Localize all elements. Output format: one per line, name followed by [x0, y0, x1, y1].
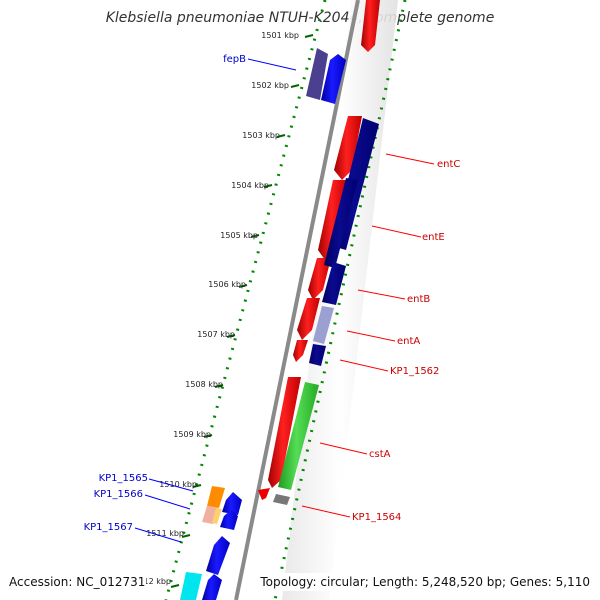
gene-label-KP1_1564: KP1_1564: [352, 512, 401, 523]
kbp-label: 1504 kbp: [231, 181, 269, 190]
gene-entA: [297, 298, 320, 340]
gene-label-entE: entE: [422, 232, 445, 243]
outer-tick-track: [164, 0, 327, 600]
kbp-label: 1512 kbp: [133, 577, 171, 586]
kbp-label: 1503 kbp: [242, 131, 280, 140]
kbp-label: 1506 kbp: [208, 280, 246, 289]
footer-left-bg: [4, 573, 146, 591]
gene-entB: [308, 258, 331, 300]
gene-KP1_1564-block: [273, 494, 290, 505]
gene-label-entA: entA: [397, 336, 420, 347]
gene-red-small: [293, 340, 308, 362]
gene-fepB: [321, 54, 346, 104]
gene-navy-3: [322, 262, 346, 305]
gene-blue-a: [222, 492, 242, 515]
gene-red-arrow-small: [258, 488, 270, 500]
gene-label-KP1_1566: KP1_1566: [94, 489, 143, 500]
gene-entC: [334, 116, 362, 180]
map-title: Klebsiella pneumoniae NTUH-K2044, comple…: [106, 10, 495, 26]
kbp-label: 1501 kbp: [261, 31, 299, 40]
gene-blue-b: [220, 510, 238, 530]
gene-label-KP1_1565: KP1_1565: [99, 473, 148, 484]
kbp-label: 1502 kbp: [251, 81, 289, 90]
gene-label-entB: entB: [407, 294, 430, 305]
kbp-label: 1507 kbp: [197, 330, 235, 339]
gene-navy-4: [309, 344, 326, 366]
inner-tick-track: [273, 0, 407, 600]
gene-yellow-sliver: [212, 508, 222, 524]
kbp-label: 1508 kbp: [185, 380, 223, 389]
gene-label-fepB: fepB: [223, 54, 246, 65]
footer-right-bg: [258, 573, 596, 591]
kbp-label: 1510 kbp: [159, 480, 197, 489]
gene-lightblue: [313, 306, 334, 344]
gene-KP1_1567-block: [180, 572, 202, 600]
kbp-label: 1505 kbp: [220, 231, 258, 240]
gene-blue-d: [202, 574, 222, 600]
gene-top-red: [361, 0, 380, 52]
accession-text: Accession: NC_012731: [9, 575, 145, 589]
gene-label-cstA: cstA: [369, 449, 391, 460]
kbp-ticks: [170, 34, 314, 588]
gene-navy-2: [324, 178, 358, 268]
gene-KP1_1563-red: [268, 377, 301, 488]
gene-label-KP1_1562: KP1_1562: [390, 366, 439, 377]
kbp-label: 1511 kbp: [146, 529, 184, 538]
reverse-leader-lines: [134, 58, 297, 543]
kbp-label: 1509 kbp: [173, 430, 211, 439]
gene-KP1_1565-block: [207, 486, 225, 508]
gene-fepB-block: [306, 48, 328, 100]
gene-label-entC: entC: [437, 159, 460, 170]
gene-blue-c: [206, 536, 230, 575]
forward-leader-lines: [301, 153, 435, 518]
topology-text: Topology: circular; Length: 5,248,520 bp…: [259, 575, 590, 589]
gene-cstA: [278, 382, 319, 490]
genome-backbone: [234, 0, 360, 600]
gene-label-KP1_1567: KP1_1567: [84, 522, 133, 533]
